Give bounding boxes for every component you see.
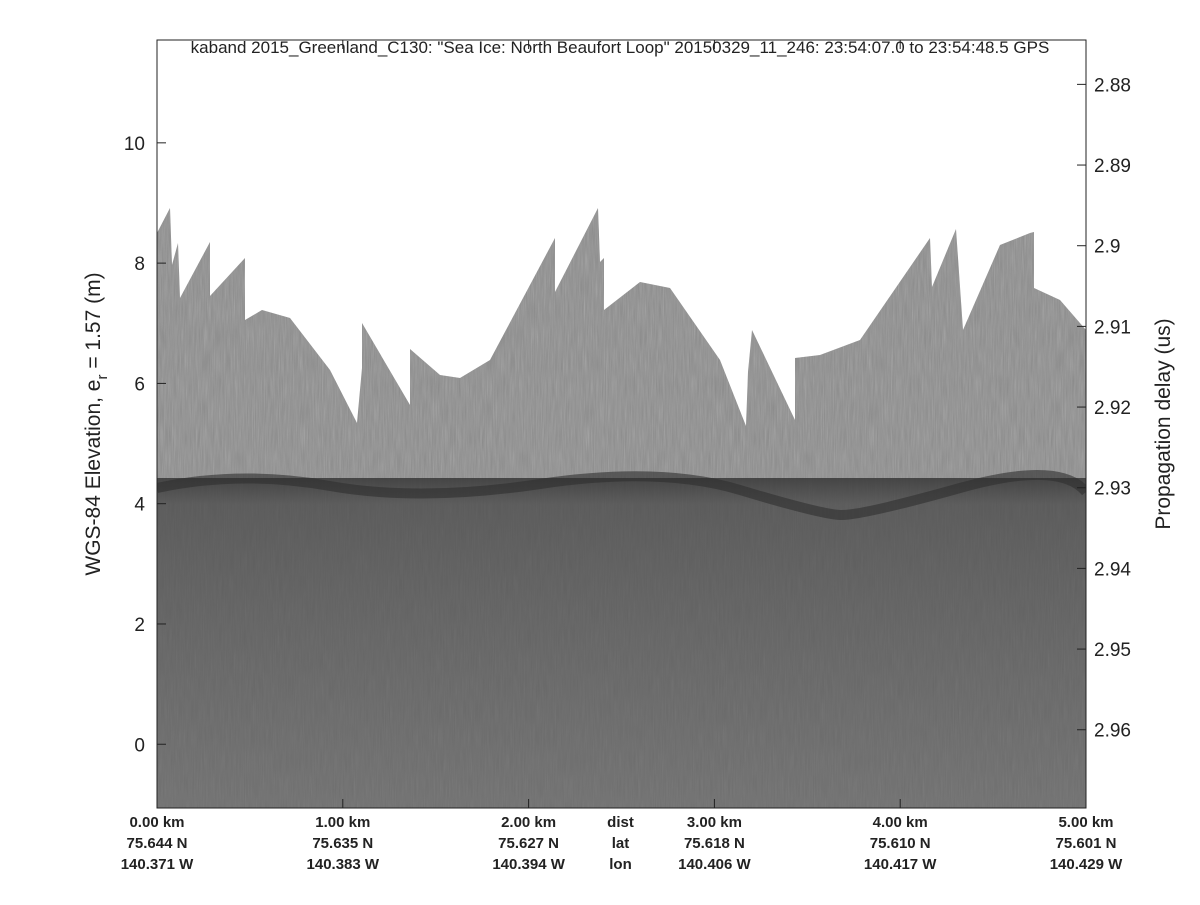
lon-label: 140.394 W xyxy=(492,856,565,873)
y-tick-label: 8 xyxy=(134,254,145,275)
y2-tick-label: 2.89 xyxy=(1094,156,1131,177)
y-axis-label: WGS-84 Elevation, er = 1.57 (m) xyxy=(82,272,111,575)
lat-label: 75.610 N xyxy=(870,835,931,852)
chart-title: kaband 2015_Greenland_C130: "Sea Ice: No… xyxy=(191,38,1050,57)
row-label: lat xyxy=(612,835,630,852)
y-tick-label: 2 xyxy=(134,615,145,636)
lon-label: 140.383 W xyxy=(307,856,380,873)
y2-tick-label: 2.91 xyxy=(1094,317,1131,338)
echogram xyxy=(157,208,1086,808)
y2-tick-label: 2.96 xyxy=(1094,721,1131,742)
y2-tick-label: 2.94 xyxy=(1094,559,1131,580)
row-label: lon xyxy=(609,856,632,873)
y2-tick-label: 2.92 xyxy=(1094,398,1131,419)
y2-axis-label: Propagation delay (us) xyxy=(1152,318,1175,529)
y2-tick-label: 2.95 xyxy=(1094,640,1131,661)
x-tick-label: 3.00 km xyxy=(687,814,742,831)
x-tick-label: 1.00 km xyxy=(315,814,370,831)
y-label-suffix: = 1.57 (m) xyxy=(82,272,105,374)
lon-label: 140.429 W xyxy=(1050,856,1123,873)
lat-label: 75.618 N xyxy=(684,835,745,852)
y-tick-label: 0 xyxy=(134,735,145,756)
y-tick-label: 6 xyxy=(134,374,145,395)
lat-label: 75.644 N xyxy=(127,835,188,852)
x-tick-label: 2.00 km xyxy=(501,814,556,831)
y2-tick-label: 2.9 xyxy=(1094,237,1120,258)
y-tick-label: 10 xyxy=(124,134,145,155)
lon-label: 140.417 W xyxy=(864,856,937,873)
lat-label: 75.601 N xyxy=(1056,835,1117,852)
x-tick-label: 0.00 km xyxy=(129,814,184,831)
lon-label: 140.371 W xyxy=(121,856,194,873)
row-label: dist xyxy=(607,814,634,831)
y2-tick-label: 2.88 xyxy=(1094,75,1131,96)
lon-label: 140.406 W xyxy=(678,856,751,873)
x-tick-label: 5.00 km xyxy=(1058,814,1113,831)
y2-tick-label: 2.93 xyxy=(1094,479,1131,500)
x-tick-label: 4.00 km xyxy=(873,814,928,831)
y-label-text: WGS-84 Elevation, e xyxy=(82,380,105,576)
lat-label: 75.627 N xyxy=(498,835,559,852)
y-label-subscript: r xyxy=(94,375,111,380)
y-tick-label: 4 xyxy=(134,495,145,516)
lat-label: 75.635 N xyxy=(312,835,373,852)
axes-box xyxy=(156,39,1087,809)
